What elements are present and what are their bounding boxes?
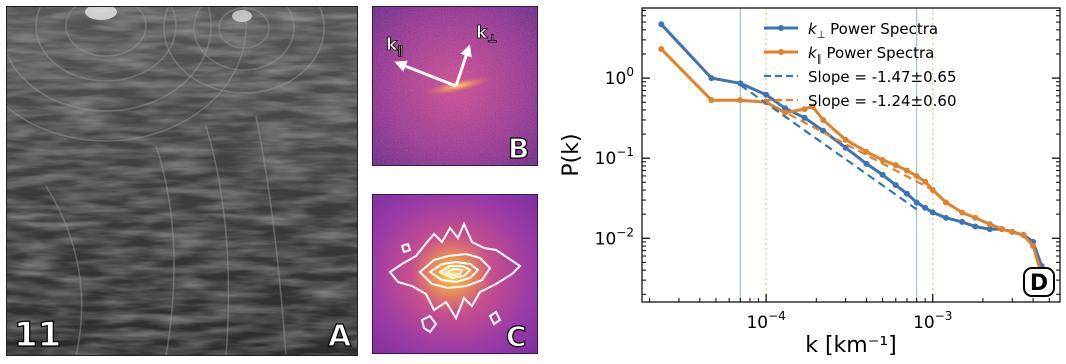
panel-c-contour-lines: [388, 221, 522, 334]
legend-marker-1: [778, 49, 784, 55]
legend-label-2: Slope = -1.47±0.65: [808, 68, 957, 86]
series-0-point-1: [708, 75, 715, 82]
plot-frame: [641, 7, 1061, 303]
series-0-point-9: [879, 171, 886, 178]
series-0-point-13: [922, 204, 929, 211]
panel-b-spectrum: k∥ k⊥ B: [372, 6, 538, 166]
series-1-point-23: [1030, 243, 1037, 250]
x-tick-label-1: 10−3: [913, 309, 952, 333]
series-0-point-7: [842, 144, 849, 151]
series-1-point-20: [998, 226, 1005, 233]
panel-a-svg: 11 A: [0, 0, 358, 357]
panel-b-svg: k∥ k⊥ B: [372, 6, 538, 166]
vertical-reference-lines: [739, 8, 934, 302]
panel-d-label-group: D: [1023, 267, 1055, 297]
series-0-point-14: [929, 209, 936, 216]
panel-c-border: [372, 194, 538, 354]
series-1-point-13: [913, 172, 920, 179]
series-0-point-4: [782, 105, 789, 112]
legend-marker-0: [778, 25, 784, 31]
series-0-point-11: [903, 190, 910, 197]
panel-b-label: B: [508, 132, 529, 165]
series-0-point-17: [972, 223, 979, 230]
series-1-point-6: [809, 103, 816, 110]
series-1-point-2: [737, 97, 744, 104]
legend-label-1: k∥ Power Spectra: [808, 44, 934, 65]
k-parallel-label: k∥: [386, 35, 403, 57]
series-0-point-16: [959, 218, 966, 225]
series-0-point-0: [658, 21, 665, 28]
panel-a-border: [6, 6, 358, 356]
series-0-point-15: [942, 214, 949, 221]
series-1-point-7: [820, 116, 827, 123]
panel-a-image: 11 A: [0, 0, 358, 357]
panel-b-central-peak: [424, 76, 492, 96]
panel-a-label: A: [328, 319, 352, 354]
series-line-2: [739, 84, 918, 211]
panel-c-contours: C: [372, 194, 538, 354]
series-1-point-22: [1020, 231, 1027, 238]
chart-series: [658, 21, 1045, 278]
y-axis-label: P(k): [559, 133, 584, 176]
panel-c-label: C: [506, 320, 527, 353]
k-perp-arrow: [454, 44, 472, 87]
legend-label-3: Slope = -1.24±0.60: [808, 92, 957, 110]
series-0-point-8: [863, 160, 870, 167]
panel-d-label: D: [1030, 271, 1048, 296]
series-1-point-19: [986, 221, 993, 228]
series-1-point-10: [879, 156, 886, 163]
series-1-point-17: [959, 209, 966, 216]
chart-legend: k⊥ Power Spectra k∥ Power Spectra Slope = …: [764, 20, 957, 110]
series-1-point-11: [892, 162, 899, 169]
panel-d-label-box: [1023, 267, 1055, 297]
series-1-point-1: [708, 97, 715, 104]
series-1-point-14: [922, 178, 929, 185]
series-line-3: [765, 101, 934, 191]
panel-a-number: 11: [14, 315, 61, 355]
panel-c-svg: C: [372, 194, 538, 354]
series-1-point-5: [801, 106, 808, 113]
series-0-point-10: [892, 182, 899, 189]
y-tick-label-2: 100: [605, 65, 634, 89]
series-0-point-3: [763, 91, 770, 98]
panel-a-texture: [6, 6, 358, 356]
power-spectra-chart: 10−4 10−3 10−2 10−1 100 k [km⁻¹] P(k) k⊥ Pow…: [559, 7, 1061, 358]
y-tick-label-0: 10−2: [595, 225, 634, 249]
legend-label-0: k⊥ Power Spectra: [808, 20, 938, 41]
series-0-point-5: [801, 114, 808, 121]
series-0-point-18: [986, 226, 993, 233]
series-1-point-12: [903, 167, 910, 174]
x-axis-label: k [km⁻¹]: [805, 333, 897, 358]
y-tick-label-1: 10−1: [595, 145, 634, 169]
panel-a-bright-spots: [85, 4, 252, 22]
series-1-point-0: [658, 46, 665, 53]
k-perp-label: k⊥: [476, 23, 497, 45]
series-0-point-12: [913, 199, 920, 206]
k-parallel-arrow: [394, 60, 457, 88]
series-1-point-16: [942, 199, 949, 206]
series-1-point-18: [972, 214, 979, 221]
panel-d-chart: 10−4 10−3 10−2 10−1 100 k [km⁻¹] P(k) k⊥ Pow…: [548, 0, 1066, 360]
axis-ticks: 10−4 10−3 10−2 10−1 100: [595, 9, 1060, 333]
series-1-point-8: [842, 136, 849, 143]
panel-b-border: [372, 6, 538, 166]
x-tick-label-0: 10−4: [746, 309, 785, 333]
series-1-point-21: [1009, 228, 1016, 235]
